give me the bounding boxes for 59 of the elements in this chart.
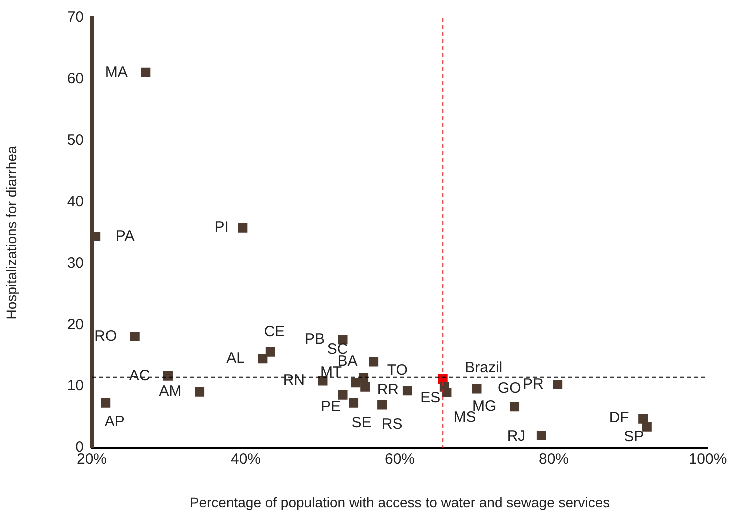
y-tick-label: 50	[67, 132, 84, 149]
x-tick-label: 100%	[688, 451, 728, 468]
point	[638, 414, 648, 424]
annotation: RR	[377, 381, 400, 398]
annotation: AM	[159, 383, 182, 400]
point	[360, 382, 370, 392]
annotation: PI	[214, 219, 229, 236]
x-axis-title: Percentage of population with access to water and sewage services	[190, 494, 610, 510]
point	[266, 347, 276, 357]
point	[338, 390, 348, 400]
point	[101, 398, 111, 408]
annotation: RJ	[507, 428, 526, 445]
annotation: PA	[116, 228, 135, 245]
y-tick-label: 40	[67, 193, 84, 210]
y-tick-label: 60	[67, 70, 84, 88]
point	[130, 332, 140, 342]
annotation: MS	[454, 408, 476, 426]
annotation: TO	[387, 362, 408, 380]
point	[510, 402, 520, 412]
annotation: SP	[624, 428, 644, 446]
x-tick-label: 80%	[538, 451, 570, 468]
annotation: MA	[105, 64, 128, 81]
y-tick-label: 20	[67, 316, 84, 334]
point	[472, 384, 482, 394]
annotation: PE	[321, 398, 342, 416]
y-tick-label: 30	[67, 254, 84, 272]
point	[402, 386, 412, 396]
annotation: RS	[382, 416, 403, 434]
point	[369, 357, 379, 367]
annotation: DF	[609, 409, 630, 426]
point	[553, 380, 563, 390]
annotation: PB	[305, 331, 326, 348]
annotation: AP	[104, 413, 125, 430]
y-tick-label: 70	[67, 9, 84, 26]
y-axis-title: Hospitalizations for diarrhea	[3, 146, 20, 320]
x-tick-label: 60%	[384, 451, 416, 468]
point	[195, 387, 205, 397]
annotation: PR	[523, 376, 544, 393]
annotation: RN	[283, 372, 305, 390]
annotation: Brazil	[465, 359, 503, 376]
annotation: GO	[498, 380, 522, 398]
point	[351, 378, 361, 388]
annotation: AL	[226, 350, 245, 368]
annotation: CE	[264, 323, 286, 340]
annotation: SE	[352, 414, 372, 432]
x-tick-label: 40%	[230, 451, 262, 468]
annotation: AC	[129, 367, 150, 384]
point	[442, 388, 452, 398]
point	[258, 354, 268, 364]
point	[536, 430, 546, 440]
point	[349, 398, 359, 408]
point	[238, 223, 248, 233]
point	[141, 68, 151, 78]
point	[378, 400, 388, 410]
point	[642, 422, 652, 432]
annotation: ES	[420, 389, 441, 406]
annotation: RO	[94, 328, 118, 345]
y-tick-label: 10	[67, 378, 84, 395]
point	[163, 371, 173, 381]
